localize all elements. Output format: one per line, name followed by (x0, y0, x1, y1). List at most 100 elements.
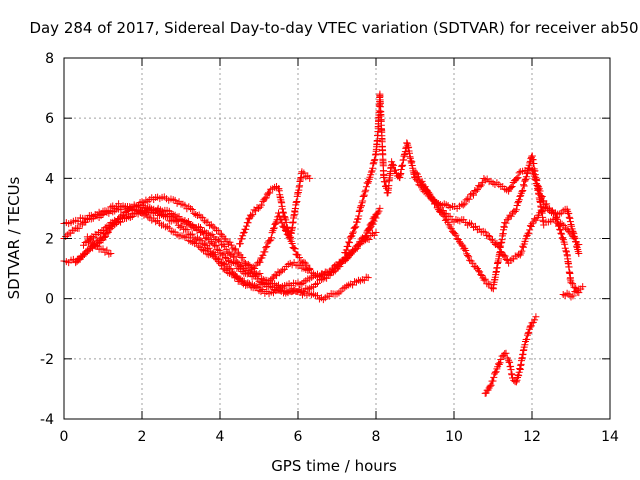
series-track-g (236, 168, 314, 248)
data-point (227, 265, 235, 273)
data-point (262, 244, 270, 252)
data-point (518, 187, 526, 195)
data-point (242, 280, 250, 288)
data-point (513, 175, 521, 183)
data-point (226, 258, 234, 266)
data-point (472, 263, 480, 271)
data-point (551, 209, 559, 217)
data-point (458, 241, 466, 249)
data-point (218, 241, 226, 249)
data-point (464, 195, 472, 203)
data-point (107, 250, 115, 258)
data-point (484, 232, 492, 240)
data-point (523, 335, 531, 343)
data-point (362, 186, 370, 194)
data-point (233, 273, 241, 281)
data-point (579, 283, 587, 291)
y-tick-label: 6 (45, 111, 54, 127)
data-point (452, 231, 460, 239)
x-axis-ticks: 0 2 4 6 8 10 12 14 (60, 58, 619, 445)
data-point (213, 254, 221, 262)
data-point (507, 184, 515, 192)
data-point (512, 206, 520, 214)
data-point (259, 285, 267, 293)
data-point (251, 265, 259, 273)
data-point (195, 225, 203, 233)
data-point (95, 236, 103, 244)
data-point (497, 356, 505, 364)
data-point (525, 229, 533, 237)
data-point (263, 243, 271, 251)
data-point (376, 204, 384, 212)
data-point (370, 157, 378, 165)
data-point (380, 173, 388, 181)
data-point (513, 376, 521, 384)
data-point (554, 222, 562, 230)
data-point (555, 221, 563, 229)
data-point (496, 359, 504, 367)
data-point (231, 253, 239, 261)
data-point (211, 241, 219, 249)
data-point (515, 196, 523, 204)
data-point (508, 183, 516, 191)
y-axis-ticks: -4 -2 0 2 4 6 8 (40, 51, 610, 428)
data-point (219, 259, 227, 267)
data-point (208, 249, 216, 257)
x-tick-label: 8 (372, 429, 381, 445)
data-point (374, 209, 382, 217)
data-point (201, 234, 209, 242)
data-point (556, 225, 564, 233)
data-point (229, 244, 237, 252)
data-point (526, 226, 534, 234)
data-point (200, 217, 208, 225)
data-point (261, 248, 269, 256)
data-point (306, 174, 314, 182)
data-point (451, 230, 459, 238)
data-point (352, 223, 360, 231)
data-point (231, 260, 239, 268)
data-point (362, 183, 370, 191)
data-point (206, 222, 214, 230)
data-point (184, 217, 192, 225)
data-point (521, 341, 529, 349)
x-tick-label: 2 (138, 429, 147, 445)
data-point (239, 254, 247, 262)
data-point (558, 220, 566, 228)
data-point (200, 240, 208, 248)
data-point (500, 251, 508, 259)
data-point (528, 220, 536, 228)
data-point (512, 378, 520, 386)
data-point (363, 235, 371, 243)
data-point (279, 222, 287, 230)
data-point (521, 176, 529, 184)
data-point (524, 329, 532, 337)
data-point (270, 225, 278, 233)
data-point (113, 219, 121, 227)
data-point (207, 248, 215, 256)
data-point (447, 225, 455, 233)
x-tick-label: 6 (294, 429, 303, 445)
data-point (300, 169, 308, 177)
x-tick-label: 10 (445, 429, 463, 445)
data-point (342, 246, 350, 254)
data-point (351, 223, 359, 231)
data-point (553, 215, 561, 223)
data-point (238, 235, 246, 243)
data-point (429, 196, 437, 204)
data-point (364, 179, 372, 187)
data-point (245, 280, 253, 288)
x-tick-label: 14 (601, 429, 619, 445)
data-point (540, 197, 548, 205)
data-point (472, 187, 480, 195)
data-point (381, 183, 389, 191)
data-point (476, 183, 484, 191)
data-point (195, 235, 203, 243)
data-point (227, 241, 235, 249)
data-point (344, 242, 352, 250)
data-point (502, 349, 510, 357)
data-point (506, 256, 514, 264)
data-point (330, 262, 338, 270)
data-point (355, 241, 363, 249)
data-point (412, 169, 420, 177)
